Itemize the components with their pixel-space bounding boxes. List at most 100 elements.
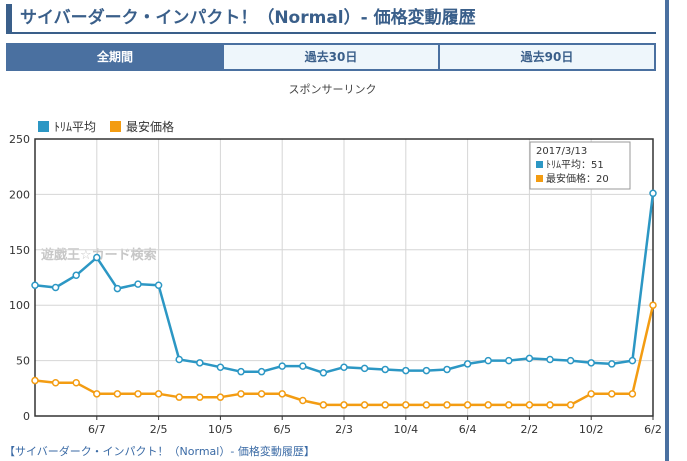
- x-tick-label: 6/4: [459, 423, 477, 436]
- y-tick-label: 50: [16, 355, 30, 368]
- data-point-1: [484, 401, 492, 409]
- data-point-1: [237, 390, 245, 398]
- data-point-1: [154, 390, 163, 398]
- data-point-0: [175, 355, 183, 364]
- data-point-1: [31, 376, 39, 385]
- data-point-1: [299, 396, 307, 405]
- x-tick-label: 2/5: [150, 423, 168, 436]
- x-tick-label: 10/4: [393, 423, 418, 436]
- data-point-0: [257, 367, 266, 376]
- tooltip-min: 最安価格：20: [546, 172, 609, 185]
- data-point-1: [546, 401, 554, 409]
- data-point-1: [381, 401, 389, 409]
- data-point-0: [216, 363, 225, 371]
- data-point-0: [51, 283, 60, 292]
- x-tick-label: 2/3: [335, 423, 353, 436]
- data-point-1: [608, 390, 616, 398]
- series-line-1: [34, 304, 655, 407]
- data-point-1: [628, 390, 637, 398]
- data-point-0: [72, 271, 80, 280]
- period-tabs: 全期間 過去30日 過去90日: [6, 43, 656, 71]
- data-point-0: [525, 354, 534, 363]
- data-point-1: [51, 379, 60, 387]
- data-point-1: [216, 393, 225, 401]
- data-point-0: [443, 365, 451, 374]
- data-point-0: [319, 369, 328, 377]
- data-point-0: [154, 281, 163, 290]
- data-point-0: [402, 366, 410, 375]
- right-border: [665, 0, 669, 461]
- data-point-1: [402, 401, 410, 409]
- y-tick-label: 150: [9, 244, 30, 257]
- data-point-0: [340, 363, 348, 371]
- chart-legend: ﾄﾘﾑ平均 最安価格: [38, 118, 188, 135]
- data-point-1: [587, 390, 595, 398]
- data-point-0: [546, 355, 554, 364]
- tooltip-avg: ﾄﾘﾑ平均：51: [546, 159, 604, 171]
- data-point-1: [93, 390, 101, 398]
- data-point-0: [628, 356, 637, 365]
- tooltip-swatch-min: [536, 175, 543, 182]
- data-point-1: [134, 390, 142, 398]
- data-point-0: [422, 366, 431, 375]
- data-point-0: [196, 359, 204, 367]
- tab-past-30-days[interactable]: 過去30日: [222, 43, 440, 71]
- chart-watermark: 遊戯王☆カード検索: [41, 247, 157, 263]
- data-point-1: [319, 401, 328, 409]
- x-tick-label: 6/7: [88, 423, 106, 436]
- tooltip-date: 2017/3/13: [536, 146, 587, 157]
- page-title: サイバーダーク・インパクト！（Normal）- 価格変動履歴: [6, 4, 656, 34]
- data-point-1: [175, 393, 183, 401]
- data-point-0: [587, 359, 595, 367]
- y-tick-label: 200: [9, 188, 30, 201]
- data-point-0: [608, 360, 616, 368]
- data-point-1: [72, 379, 80, 387]
- data-point-0: [31, 281, 39, 290]
- series-line-0: [34, 193, 655, 375]
- plot-area: [35, 139, 653, 416]
- legend-label-avg: ﾄﾘﾑ平均: [54, 120, 97, 134]
- data-point-0: [381, 365, 389, 374]
- legend-item-avg[interactable]: ﾄﾘﾑ平均: [38, 118, 96, 135]
- footer-page-link[interactable]: 【サイバーダーク・インパクト！（Normal）- 価格変動履歴】: [4, 445, 315, 458]
- tooltip-box: [529, 141, 631, 190]
- y-tick-label: 250: [9, 133, 30, 146]
- x-tick-label: 10/2: [579, 423, 604, 436]
- data-point-0: [299, 362, 307, 370]
- data-point-1: [257, 390, 266, 398]
- data-point-1: [340, 401, 348, 409]
- data-point-1: [649, 301, 657, 309]
- data-point-1: [463, 401, 472, 409]
- data-point-0: [505, 356, 513, 365]
- data-point-1: [525, 401, 534, 409]
- data-point-0: [649, 189, 657, 198]
- y-tick-label: 0: [23, 410, 30, 423]
- x-tick-label: 2/2: [521, 423, 539, 436]
- legend-swatch-avg: [38, 121, 49, 132]
- tooltip-swatch-avg: [536, 161, 543, 168]
- data-point-0: [237, 367, 245, 376]
- x-tick-label: 6/2: [644, 423, 662, 436]
- legend-item-min[interactable]: 最安価格: [110, 118, 174, 135]
- tab-all-period[interactable]: 全期間: [6, 43, 224, 71]
- legend-swatch-min: [110, 121, 122, 132]
- plot-frame: [34, 138, 654, 417]
- data-point-0: [484, 356, 492, 365]
- data-point-0: [463, 360, 472, 368]
- data-point-1: [566, 401, 575, 409]
- x-tick-label: 6/5: [273, 423, 291, 436]
- data-point-1: [422, 401, 431, 409]
- tab-past-90-days[interactable]: 過去90日: [438, 43, 656, 71]
- sponsor-label: スポンサーリンク: [288, 83, 377, 96]
- data-point-1: [113, 390, 122, 398]
- data-point-1: [443, 401, 451, 409]
- data-point-1: [196, 393, 204, 401]
- x-tick-label: 10/5: [208, 423, 233, 436]
- data-point-0: [360, 364, 369, 373]
- data-point-0: [278, 362, 286, 370]
- data-point-0: [134, 280, 142, 288]
- data-point-0: [566, 356, 575, 365]
- data-point-0: [113, 284, 122, 293]
- legend-label-min: 最安価格: [126, 120, 175, 134]
- data-point-1: [505, 401, 513, 409]
